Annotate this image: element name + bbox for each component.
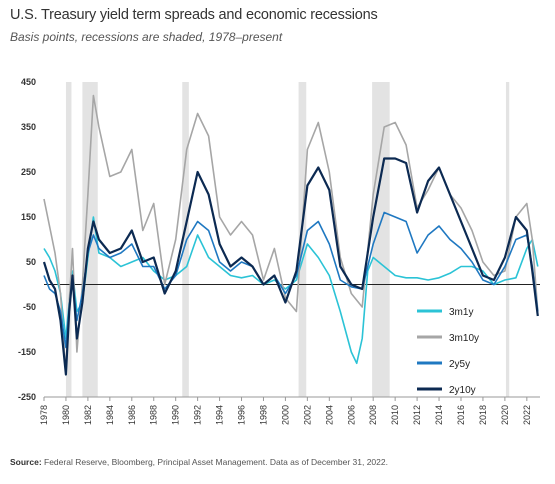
x-tick-label: 1998 bbox=[258, 405, 268, 425]
y-tick-label: 50 bbox=[26, 257, 36, 267]
legend-label-2y5y: 2y5y bbox=[449, 359, 470, 370]
x-tick-label: 2012 bbox=[412, 405, 422, 425]
recession-band-4 bbox=[372, 82, 390, 397]
legend-label-3m10y: 3m10y bbox=[449, 333, 479, 344]
legend-label-2y10y: 2y10y bbox=[449, 385, 476, 396]
y-tick-label: 250 bbox=[21, 167, 36, 177]
series-line-3m10y bbox=[43, 94, 539, 376]
x-tick-label: 2008 bbox=[368, 405, 378, 425]
legend-label-3m1y: 3m1y bbox=[449, 307, 473, 318]
x-tick-label: 1988 bbox=[149, 405, 159, 425]
x-tick-label: 2022 bbox=[522, 405, 532, 425]
x-tick-label: 2004 bbox=[324, 405, 334, 425]
source-text: Federal Reserve, Bloomberg, Principal As… bbox=[41, 457, 388, 467]
x-tick-label: 1992 bbox=[193, 405, 203, 425]
x-tick-label: 1982 bbox=[83, 405, 93, 425]
recession-band-0 bbox=[65, 82, 72, 397]
x-tick-label: 2010 bbox=[390, 405, 400, 425]
x-tick-label: 1984 bbox=[105, 405, 115, 425]
series-line-2y5y bbox=[43, 211, 539, 349]
x-tick-label: 2020 bbox=[500, 405, 510, 425]
recession-bands bbox=[65, 82, 510, 397]
y-tick-label: 350 bbox=[21, 122, 36, 132]
x-tick-label: 1978 bbox=[39, 405, 49, 425]
x-tick-label: 2002 bbox=[302, 405, 312, 425]
x-tick-label: 1994 bbox=[215, 405, 225, 425]
chart-subtitle: Basis points, recessions are shaded, 197… bbox=[10, 30, 283, 44]
y-tick-label: 450 bbox=[21, 77, 36, 87]
source-label: Source: bbox=[10, 457, 42, 467]
y-tick-label: -150 bbox=[18, 347, 36, 357]
x-tick-label: 2016 bbox=[456, 405, 466, 425]
x-tick-label: 2000 bbox=[280, 405, 290, 425]
y-tick-label: -50 bbox=[23, 302, 36, 312]
x-tick-label: 1986 bbox=[127, 405, 137, 425]
x-tick-label: 1996 bbox=[237, 405, 247, 425]
x-tick-label: 2006 bbox=[346, 405, 356, 425]
recession-band-2 bbox=[182, 82, 189, 397]
x-tick-label: 1980 bbox=[61, 405, 71, 425]
y-tick-label: 150 bbox=[21, 212, 36, 222]
source-note: Source: Federal Reserve, Bloomberg, Prin… bbox=[10, 457, 388, 467]
series-lines bbox=[42, 94, 539, 376]
x-tick-label: 2014 bbox=[434, 405, 444, 425]
recession-band-3 bbox=[298, 82, 307, 397]
recession-band-5 bbox=[505, 82, 510, 397]
y-tick-label: -250 bbox=[18, 392, 36, 402]
legend: 3m1y 3m10y 2y5y 2y10y bbox=[417, 307, 479, 396]
series-line-2y10y bbox=[42, 157, 539, 376]
x-tick-label: 2018 bbox=[478, 405, 488, 425]
chart-title: U.S. Treasury yield term spreads and eco… bbox=[10, 7, 378, 23]
x-tick-label: 1990 bbox=[171, 405, 181, 425]
